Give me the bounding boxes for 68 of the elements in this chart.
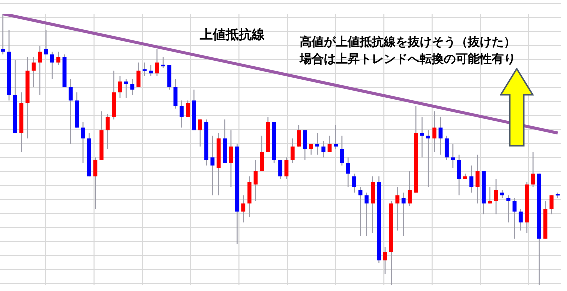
candlestick <box>284 157 289 180</box>
candlestick <box>38 46 42 96</box>
candlestick <box>130 78 135 96</box>
candlestick <box>229 130 234 188</box>
candlestick <box>56 51 61 66</box>
annotation: 高値が上値抵抗線を抜けそう（抜けた） <box>300 34 516 51</box>
candlestick <box>506 195 511 224</box>
candlestick <box>81 122 86 164</box>
candlestick <box>161 56 166 69</box>
candlestick <box>180 100 184 128</box>
candlestick <box>396 186 400 232</box>
candlestick <box>371 176 375 234</box>
candlestick <box>210 135 215 196</box>
candlestick <box>94 157 98 210</box>
candlestick <box>248 176 252 218</box>
candlestick <box>106 114 110 150</box>
candlestick <box>155 48 160 77</box>
candlestick <box>309 144 314 156</box>
candlestick <box>364 192 369 237</box>
candlestick <box>44 30 48 56</box>
candlestick <box>297 124 302 148</box>
candlestick <box>142 62 147 77</box>
candlestick <box>432 111 437 153</box>
candlestick <box>174 78 178 110</box>
candlestick <box>383 246 388 275</box>
candlestick <box>198 119 202 148</box>
candlestick <box>32 56 36 88</box>
candlestick <box>402 192 406 237</box>
candlestick <box>358 186 363 237</box>
candlestick <box>303 130 308 161</box>
candlestick <box>68 78 73 145</box>
candlestick <box>488 186 492 204</box>
candlestick <box>476 154 480 204</box>
candlestick <box>136 62 141 88</box>
candlestick <box>322 140 326 158</box>
candlestick <box>149 64 154 77</box>
candlestick <box>352 173 357 194</box>
candlestick <box>328 135 332 153</box>
candlestick <box>438 116 443 156</box>
candlestick <box>470 165 474 194</box>
candlestick <box>290 138 295 164</box>
candlestick <box>457 154 462 196</box>
candlestick <box>316 132 320 156</box>
candlestick <box>1 14 6 56</box>
candlestick <box>426 130 430 188</box>
candlestick <box>420 116 424 158</box>
candlestick <box>444 135 449 161</box>
candlestick <box>186 100 190 118</box>
annotation: 場合は上昇トレンドへ転換の可能性有り <box>300 51 516 68</box>
candlestick <box>278 160 283 180</box>
candlestick <box>260 135 264 172</box>
candlestick <box>531 152 536 188</box>
candlestick <box>118 76 122 99</box>
candlestick <box>550 195 554 216</box>
candlestick <box>168 64 172 90</box>
candlestick <box>340 135 344 166</box>
series-label: 上値抵抗線 <box>200 27 265 44</box>
candlestick <box>494 178 498 216</box>
candlestick <box>124 78 128 99</box>
candlestick <box>408 170 412 207</box>
candlestick <box>334 124 338 150</box>
candlestick <box>451 144 456 169</box>
candlestick <box>50 51 54 80</box>
candlestick <box>346 157 350 188</box>
candlestick <box>518 208 523 232</box>
candlestick <box>242 195 246 224</box>
candlestick <box>254 160 258 202</box>
candlestick <box>512 198 517 240</box>
